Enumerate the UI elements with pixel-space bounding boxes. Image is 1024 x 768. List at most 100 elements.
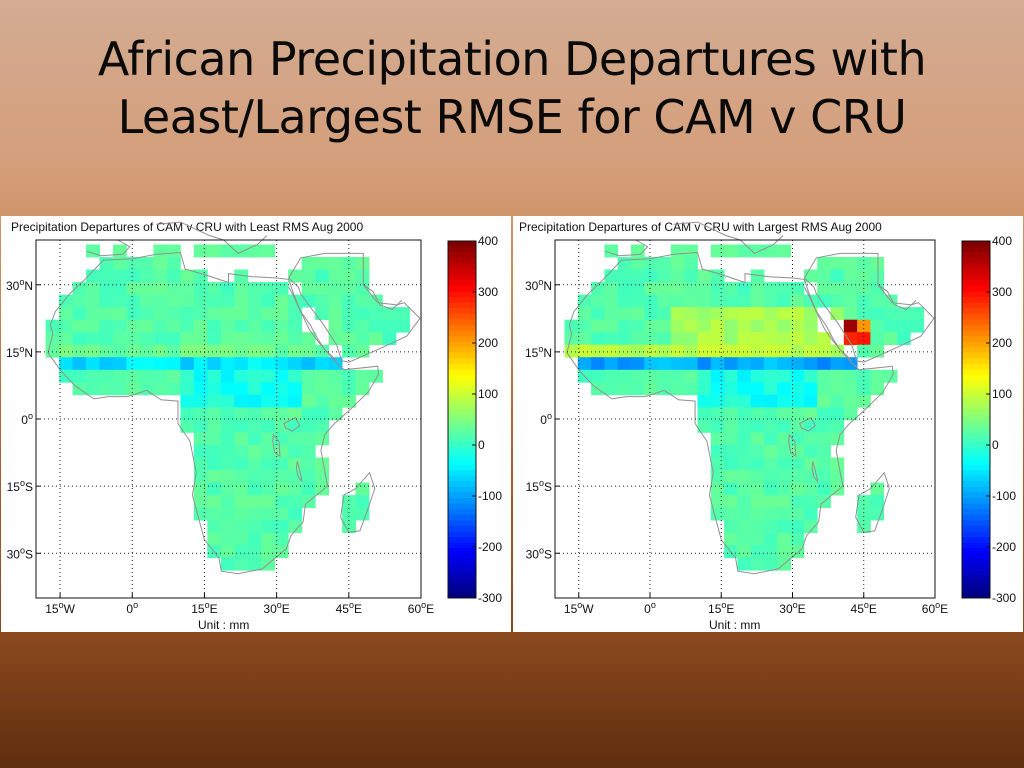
precip-cell <box>166 357 181 371</box>
lon-tick-label: 15oW <box>564 600 594 616</box>
precip-cell <box>72 282 87 295</box>
precip-cell <box>777 407 791 421</box>
colorbar-segment <box>448 413 476 420</box>
precip-cell <box>220 495 235 508</box>
lake-outline <box>798 417 816 432</box>
precip-cell <box>764 545 778 559</box>
precip-cell <box>328 382 343 396</box>
precip-cell <box>790 482 805 496</box>
colorbar-segment <box>448 291 476 298</box>
precip-cell <box>288 520 303 533</box>
precip-cell <box>697 419 712 433</box>
precip-cell <box>193 482 208 496</box>
precip-cell <box>737 495 752 508</box>
precip-cell <box>342 507 356 521</box>
precip-cell <box>697 357 712 371</box>
precip-cell <box>830 382 845 396</box>
precip-cell <box>577 294 592 308</box>
colorbar-segment <box>448 335 476 342</box>
precip-cell <box>274 407 289 421</box>
precip-cell <box>261 394 276 408</box>
precip-cell <box>301 457 316 471</box>
precip-cell <box>710 394 725 408</box>
precip-cell <box>764 394 778 408</box>
precip-cell <box>777 244 791 258</box>
precip-cell <box>207 307 222 320</box>
precip-cell <box>99 344 114 358</box>
precip-cell <box>644 344 658 358</box>
precip-cell <box>247 557 262 571</box>
precip-cell <box>220 532 235 546</box>
precip-cell <box>803 294 818 308</box>
precip-cell <box>247 495 262 508</box>
precip-cell <box>113 244 127 258</box>
precip-cell <box>857 495 871 508</box>
lat-tick-label: 0o <box>21 411 33 427</box>
precip-cell <box>153 244 168 258</box>
precip-cell <box>897 307 911 320</box>
colorbar-segment <box>448 564 476 571</box>
precip-cell <box>288 307 303 320</box>
precip-cell <box>113 332 127 346</box>
precip-cell <box>234 394 249 408</box>
precip-cell <box>857 319 871 333</box>
colorbar-segment <box>448 425 476 431</box>
colorbar-segment <box>962 413 990 420</box>
precip-cell <box>207 394 222 408</box>
precip-cell <box>139 269 154 283</box>
precip-cell <box>764 369 778 383</box>
precip-cell <box>193 432 208 446</box>
precip-cell <box>247 357 262 371</box>
precip-cell <box>750 482 765 496</box>
precip-cell <box>247 319 262 333</box>
precip-cell <box>777 294 791 308</box>
lon-tick-label: 0o <box>644 600 656 616</box>
colorbar-segment <box>962 386 990 392</box>
precip-cell <box>166 369 181 383</box>
precip-cell <box>288 394 303 408</box>
precip-cell <box>355 269 370 283</box>
precip-cell <box>697 319 712 333</box>
colorbar-segment <box>962 542 990 549</box>
precip-cell <box>817 470 831 483</box>
precip-cell <box>355 307 370 320</box>
precip-cell <box>396 307 410 320</box>
precip-cell <box>234 269 249 283</box>
colorbar-segment <box>962 307 990 314</box>
precip-cell <box>764 457 778 471</box>
colorbar-segment <box>448 402 476 409</box>
precip-cell <box>750 307 765 320</box>
lake-outline <box>295 461 303 482</box>
precip-cell <box>86 307 100 320</box>
precip-cell <box>99 332 114 346</box>
precip-cell <box>288 457 303 471</box>
precip-cell <box>139 369 154 383</box>
precip-cell <box>288 357 303 371</box>
precip-cell <box>737 482 752 496</box>
colorbar-segment <box>448 553 476 560</box>
precip-cell <box>617 269 632 283</box>
precip-cell <box>220 332 235 346</box>
colorbar-segment <box>448 302 476 309</box>
precip-cell <box>750 520 765 533</box>
precip-cell <box>750 319 765 333</box>
precip-cell <box>274 332 289 346</box>
precip-cell <box>710 344 725 358</box>
precip-cell <box>737 457 752 471</box>
precip-cell <box>710 482 725 496</box>
colorbar-segment <box>448 341 476 348</box>
precip-cell <box>843 332 858 346</box>
colorbar-segment <box>962 263 990 270</box>
colorbar-segment <box>962 503 990 510</box>
colorbar-segment <box>448 519 476 526</box>
precip-cell <box>843 382 858 396</box>
precip-cell <box>883 369 898 383</box>
precip-cell <box>207 419 222 433</box>
precip-cell <box>193 445 208 458</box>
precip-cell <box>803 369 818 383</box>
precip-cell <box>153 382 168 396</box>
precip-cell <box>803 507 818 521</box>
precip-cell <box>261 369 276 383</box>
precip-cell <box>857 520 871 533</box>
precip-cell <box>86 269 100 283</box>
